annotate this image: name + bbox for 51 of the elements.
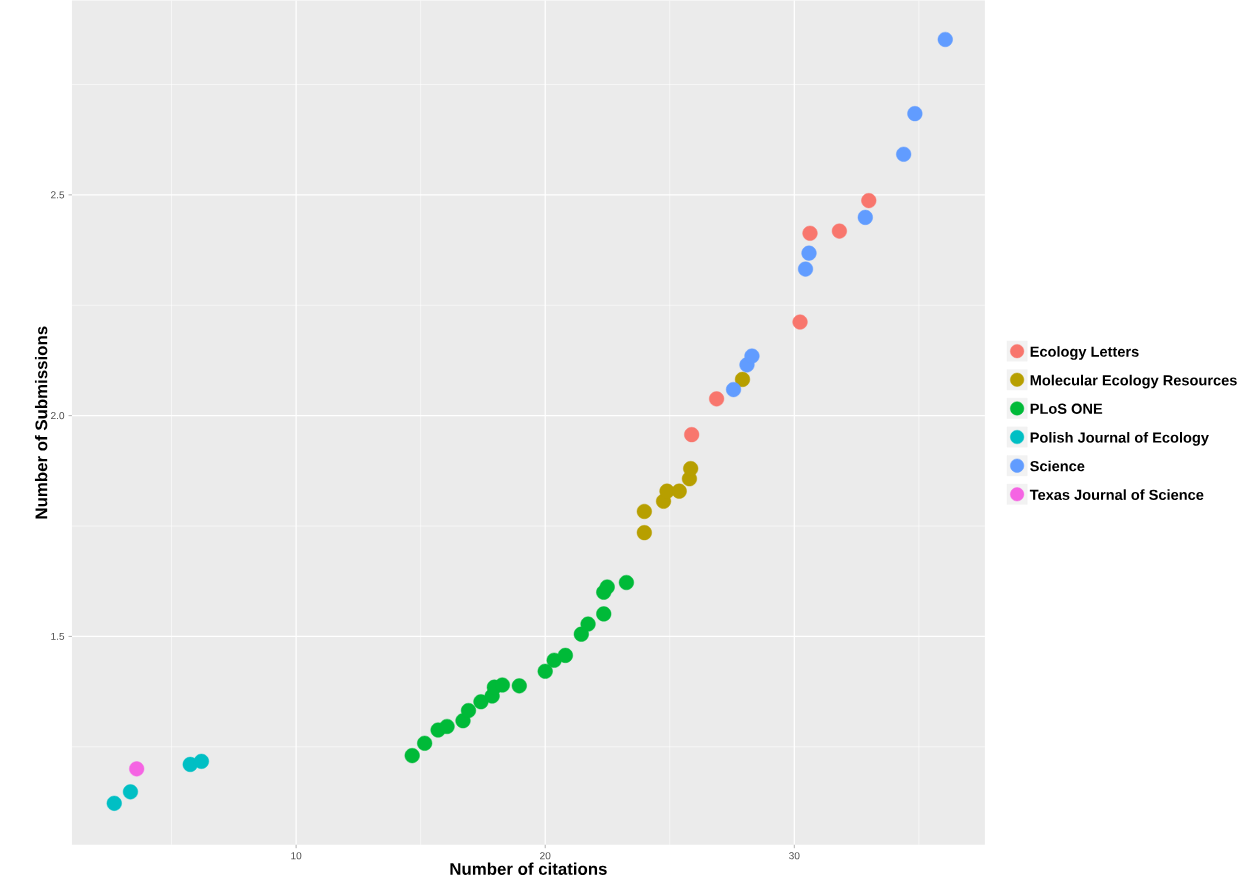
- point: [709, 391, 725, 407]
- x-tick-label: 30: [789, 852, 800, 860]
- point: [797, 261, 814, 277]
- point: [857, 210, 873, 226]
- point: [802, 225, 818, 242]
- point: [473, 694, 489, 710]
- point: [193, 753, 210, 770]
- point: [831, 223, 847, 239]
- point: [494, 677, 510, 693]
- point: [683, 461, 699, 477]
- y-tick-label: 1.5: [51, 633, 65, 641]
- point: [744, 348, 760, 364]
- point: [439, 719, 455, 735]
- point: [725, 382, 742, 398]
- point: [861, 193, 877, 209]
- y-axis-title: Number of Submissions: [34, 326, 48, 519]
- point: [580, 616, 596, 632]
- point: [792, 314, 808, 330]
- point: [404, 748, 420, 764]
- point: [907, 106, 923, 122]
- point: [659, 483, 675, 499]
- point: [734, 372, 751, 388]
- legend-label: PLoS ONE: [1030, 403, 1103, 415]
- x-axis-title: Number of citations: [450, 862, 607, 876]
- point: [596, 606, 612, 622]
- x-tick-label: 10: [291, 852, 302, 860]
- legend-label: Science: [1030, 460, 1085, 472]
- y-tick-label: 2.0: [51, 412, 65, 420]
- legend-label: Molecular Ecology Resources: [1030, 374, 1237, 389]
- point: [557, 648, 573, 664]
- legend-label: Polish Journal of Ecology: [1030, 432, 1209, 446]
- y-tick-label: 2.5: [51, 191, 65, 199]
- point: [684, 427, 700, 443]
- point: [599, 579, 615, 595]
- point: [896, 146, 912, 162]
- point: [129, 761, 145, 777]
- point: [937, 32, 953, 48]
- legend-label: Ecology Letters: [1030, 346, 1139, 360]
- point: [537, 663, 553, 680]
- point: [636, 504, 652, 520]
- point: [801, 245, 817, 261]
- x-tick-label: 20: [540, 852, 551, 860]
- point: [511, 678, 527, 694]
- point: [122, 784, 139, 800]
- point: [460, 703, 477, 719]
- point: [417, 735, 433, 751]
- point: [106, 795, 122, 812]
- point: [636, 525, 652, 541]
- point: [671, 483, 687, 499]
- point: [618, 575, 634, 591]
- legend-label: Texas Journal of Science: [1029, 489, 1204, 501]
